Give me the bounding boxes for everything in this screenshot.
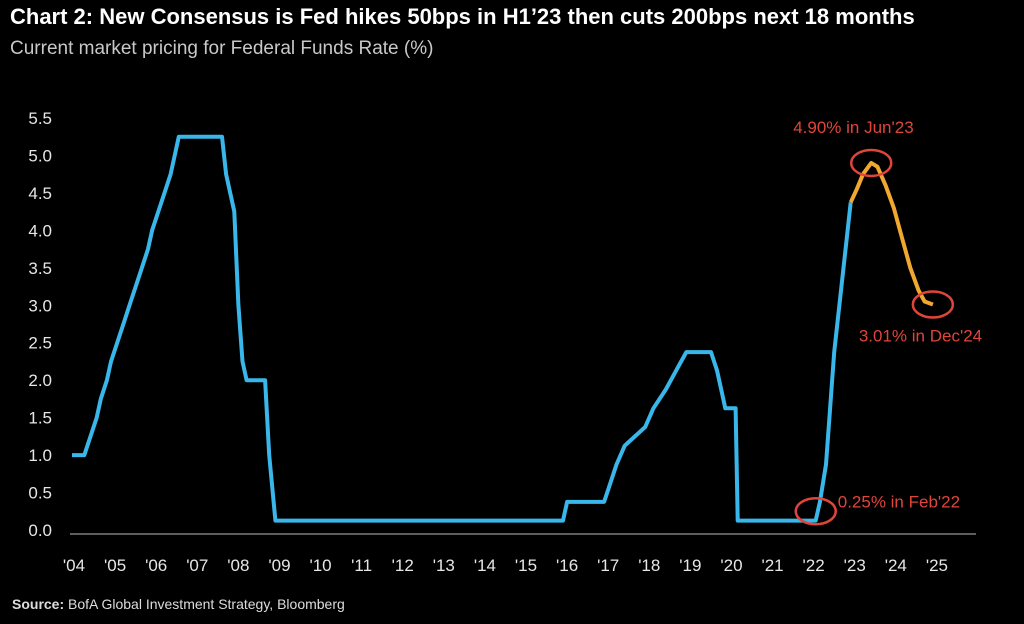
x-tick-label: '04 bbox=[63, 556, 85, 575]
x-tick-label: '20 bbox=[720, 556, 742, 575]
x-tick-label: '24 bbox=[885, 556, 907, 575]
y-tick-label: 5.5 bbox=[28, 109, 52, 128]
y-tick-label: 2.5 bbox=[28, 334, 52, 353]
y-tick-label: 1.5 bbox=[28, 409, 52, 428]
annotation-label: 3.01% in Dec'24 bbox=[859, 327, 982, 346]
x-tick-label: '16 bbox=[556, 556, 578, 575]
y-tick-label: 0.5 bbox=[28, 484, 52, 503]
annotation-label: 0.25% in Feb'22 bbox=[838, 492, 960, 511]
series-lines bbox=[72, 134, 934, 523]
x-tick-label: '21 bbox=[761, 556, 783, 575]
x-tick-label: '18 bbox=[638, 556, 660, 575]
x-tick-label: '10 bbox=[309, 556, 331, 575]
forecast-rate-line bbox=[848, 160, 934, 307]
chart-title: Chart 2: New Consensus is Fed hikes 50bp… bbox=[10, 4, 915, 29]
x-tick-label: '06 bbox=[145, 556, 167, 575]
source-label: Source: bbox=[12, 596, 65, 612]
y-tick-label: 2.0 bbox=[28, 371, 52, 390]
x-tick-label: '22 bbox=[803, 556, 825, 575]
annotation-circle bbox=[911, 290, 955, 319]
historical-rate-line bbox=[72, 134, 853, 523]
x-tick-label: '15 bbox=[515, 556, 537, 575]
chart-subtitle: Current market pricing for Federal Funds… bbox=[10, 38, 434, 59]
x-tick-label: '19 bbox=[679, 556, 701, 575]
y-tick-label: 3.0 bbox=[28, 296, 52, 315]
x-tick-label: '17 bbox=[597, 556, 619, 575]
x-tick-label: '12 bbox=[392, 556, 414, 575]
y-tick-label: 1.0 bbox=[28, 446, 52, 465]
x-tick-label: '23 bbox=[844, 556, 866, 575]
x-tick-label: '13 bbox=[433, 556, 455, 575]
source-text: BofA Global Investment Strategy, Bloombe… bbox=[68, 596, 345, 612]
x-tick-label: '14 bbox=[474, 556, 496, 575]
y-tick-label: 5.0 bbox=[28, 146, 52, 165]
x-tick-label: '08 bbox=[227, 556, 249, 575]
annotation-circle bbox=[794, 497, 837, 526]
y-axis-ticks: 0.0 0.5 1.0 1.5 2.0 2.5 3.0 3.5 4.0 4.5 5.0 5.5 bbox=[28, 109, 52, 540]
y-tick-label: 4.5 bbox=[28, 184, 52, 203]
x-tick-label: '25 bbox=[926, 556, 948, 575]
y-tick-label: 0.0 bbox=[28, 521, 52, 540]
annotation-circle bbox=[849, 148, 893, 178]
x-axis-ticks: '04 '05 '06 '07 '08 '09 '10 '11 '12 '13 '14 '15 '16 '… bbox=[63, 556, 948, 575]
x-tick-label: '05 bbox=[104, 556, 126, 575]
source-note: Source: BofA Global Investment Strategy,… bbox=[12, 596, 345, 612]
y-tick-label: 3.5 bbox=[28, 259, 52, 278]
annotations: 4.90% in Jun'23 3.01% in Dec'24 0.25% in F… bbox=[793, 118, 982, 526]
annotation-label: 4.90% in Jun'23 bbox=[793, 118, 913, 137]
x-tick-label: '09 bbox=[268, 556, 290, 575]
x-tick-label: '07 bbox=[186, 556, 208, 575]
y-tick-label: 4.0 bbox=[28, 221, 52, 240]
x-tick-label: '11 bbox=[351, 556, 372, 575]
